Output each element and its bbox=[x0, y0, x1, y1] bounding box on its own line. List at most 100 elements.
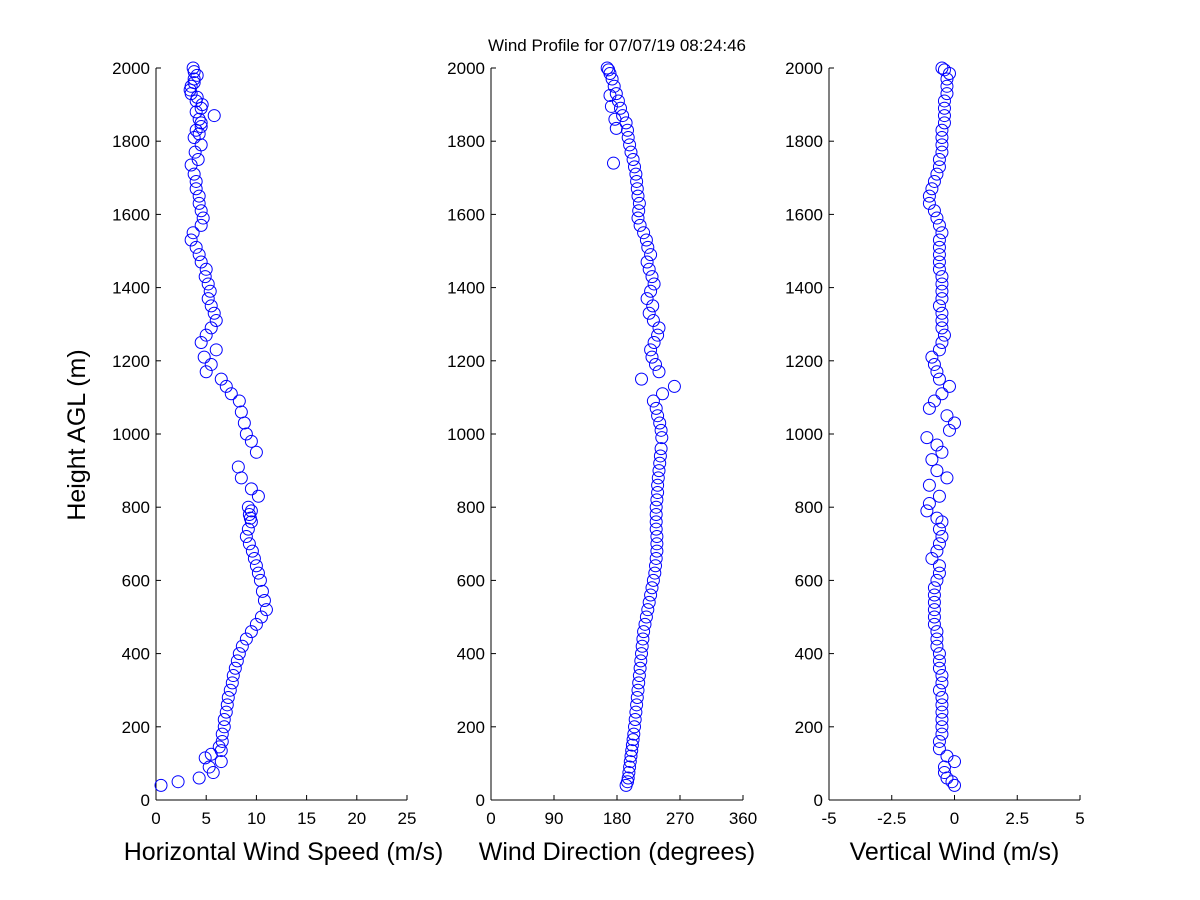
direction-data-point bbox=[631, 189, 645, 203]
speed-data-point bbox=[192, 127, 206, 141]
speed-data-point bbox=[189, 105, 203, 119]
vertical-data-point bbox=[932, 683, 946, 697]
direction-data-point bbox=[632, 669, 646, 683]
speed-x-tick-label: 15 bbox=[297, 809, 316, 828]
direction-data-point bbox=[655, 431, 669, 445]
vertical-data-point bbox=[940, 749, 954, 763]
vertical-x-tick-label: -5 bbox=[821, 809, 836, 828]
speed-data-point bbox=[259, 603, 273, 617]
direction-data-point bbox=[649, 559, 662, 573]
vertical-data-point bbox=[935, 698, 949, 712]
speed-data-point bbox=[242, 537, 256, 551]
speed-data-point bbox=[201, 277, 215, 291]
direction-data-point bbox=[640, 255, 654, 269]
direction-data-point bbox=[644, 343, 658, 357]
direction-data-point bbox=[630, 691, 644, 705]
vertical-data-point bbox=[922, 189, 936, 203]
vertical-data-point bbox=[935, 321, 949, 335]
direction-data-point bbox=[637, 625, 651, 639]
speed-data-point bbox=[204, 321, 218, 335]
direction-data-point bbox=[646, 394, 660, 408]
speed-data-point bbox=[192, 189, 206, 203]
speed-data-point bbox=[249, 559, 263, 573]
direction-y-tick-label: 800 bbox=[457, 498, 485, 517]
speed-data-point bbox=[234, 405, 248, 419]
vertical-data-point bbox=[927, 174, 941, 188]
speed-x-axis-label: Horizontal Wind Speed (m/s) bbox=[124, 838, 444, 866]
direction-data-point bbox=[630, 174, 644, 188]
speed-y-tick-label: 200 bbox=[122, 718, 150, 737]
direction-data-point bbox=[638, 617, 652, 631]
vertical-data-point bbox=[935, 691, 949, 705]
vertical-data-point bbox=[932, 299, 946, 313]
vertical-data-point bbox=[932, 218, 946, 232]
speed-data-point bbox=[214, 744, 228, 758]
speed-data-point bbox=[199, 328, 213, 342]
speed-data-point bbox=[217, 720, 231, 734]
direction-data-point bbox=[641, 240, 655, 254]
vertical-y-tick-label: 400 bbox=[795, 645, 823, 664]
speed-data-point bbox=[232, 394, 246, 408]
speed-data-point bbox=[194, 255, 208, 269]
vertical-data-point bbox=[935, 277, 949, 291]
vertical-data-point bbox=[935, 306, 949, 320]
vertical-y-tick-label: 200 bbox=[795, 718, 823, 737]
speed-x-tick-label: 20 bbox=[347, 809, 366, 828]
speed-data-point bbox=[254, 610, 268, 624]
vertical-data-point bbox=[930, 365, 944, 379]
speed-data-point bbox=[257, 594, 271, 608]
vertical-data-point bbox=[932, 647, 946, 661]
direction-data-point bbox=[647, 277, 661, 291]
vertical-data-point bbox=[932, 742, 946, 756]
figure-title: Wind Profile for 07/07/19 08:24:46 bbox=[488, 36, 746, 55]
vertical-data-point bbox=[932, 559, 946, 573]
speed-data-point bbox=[231, 460, 245, 474]
direction-x-tick-label: 180 bbox=[603, 809, 631, 828]
vertical-data-point bbox=[935, 138, 949, 152]
vertical-data-point bbox=[935, 145, 949, 159]
speed-data-point bbox=[201, 292, 215, 306]
speed-data-point bbox=[209, 343, 223, 357]
vertical-data-point bbox=[930, 511, 944, 525]
vertical-data-point bbox=[927, 204, 941, 218]
speed-x-tick-label: 5 bbox=[201, 809, 210, 828]
speed-data-point bbox=[206, 766, 220, 780]
direction-data-point bbox=[654, 423, 668, 437]
vertical-data-point bbox=[932, 240, 946, 254]
vertical-x-tick-label: 5 bbox=[1075, 809, 1084, 828]
direction-data-point bbox=[639, 610, 653, 624]
speed-data-point bbox=[241, 500, 255, 514]
direction-data-point bbox=[649, 357, 662, 371]
vertical-data-point bbox=[932, 537, 946, 551]
direction-data-point bbox=[628, 712, 642, 726]
direction-data-point bbox=[642, 262, 656, 276]
direction-data-point bbox=[667, 379, 681, 393]
speed-data-point bbox=[186, 61, 200, 75]
vertical-data-point bbox=[932, 343, 946, 357]
direction-data-point bbox=[636, 632, 650, 646]
speed-y-tick-label: 0 bbox=[141, 791, 150, 810]
speed-data-point bbox=[244, 434, 258, 448]
speed-data-point bbox=[239, 529, 253, 543]
speed-data-point bbox=[207, 306, 221, 320]
direction-data-point bbox=[639, 233, 653, 247]
speed-data-point bbox=[194, 116, 208, 130]
vertical-data-point bbox=[937, 63, 951, 77]
speed-data-point bbox=[232, 647, 246, 661]
direction-data-point bbox=[645, 350, 659, 364]
vertical-data-point bbox=[937, 101, 951, 115]
speed-data-point bbox=[214, 372, 228, 386]
vertical-data-point bbox=[935, 61, 949, 75]
direction-y-tick-label: 1600 bbox=[447, 205, 485, 224]
speed-data-point bbox=[191, 153, 205, 166]
vertical-x-tick-label: 2.5 bbox=[1005, 809, 1029, 828]
vertical-y-tick-label: 1600 bbox=[785, 205, 823, 224]
speed-data-point bbox=[171, 775, 185, 789]
direction-data-point bbox=[603, 88, 617, 102]
vertical-data-point bbox=[948, 416, 961, 430]
direction-data-point bbox=[632, 204, 646, 218]
speed-data-point bbox=[224, 387, 238, 401]
direction-data-point bbox=[629, 167, 643, 181]
vertical-x-tick-label: 0 bbox=[950, 809, 959, 828]
direction-data-point bbox=[652, 464, 666, 478]
